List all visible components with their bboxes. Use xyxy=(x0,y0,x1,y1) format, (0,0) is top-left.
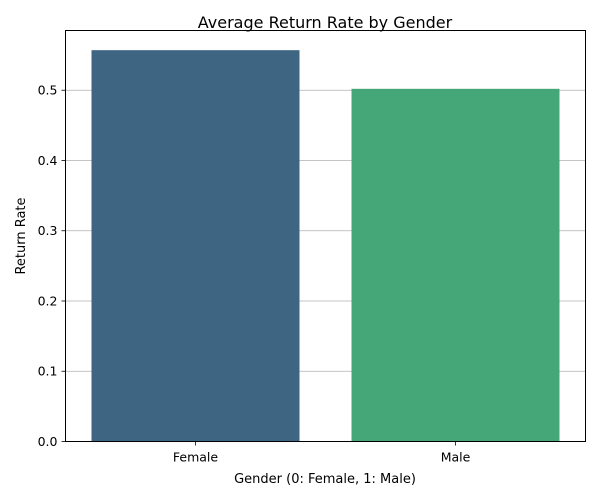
bar-male xyxy=(351,88,560,442)
y-axis-label: Return Rate xyxy=(14,197,29,274)
chart-title: Average Return Rate by Gender xyxy=(198,13,453,32)
x-axis-label: Gender (0: Female, 1: Male) xyxy=(234,472,416,487)
y-tick-label: 0.5 xyxy=(38,83,58,98)
x-axis-ticks: Female Male xyxy=(173,441,471,465)
y-tick-label: 0.0 xyxy=(38,434,58,449)
y-tick-label: 0.3 xyxy=(38,223,58,238)
y-axis-ticks: 0.0 0.1 0.2 0.3 0.4 0.5 xyxy=(38,83,66,449)
plot-frame xyxy=(65,30,586,442)
bars xyxy=(91,50,560,442)
bar-female xyxy=(91,50,300,442)
y-tick-label: 0.2 xyxy=(38,293,58,308)
x-tick-label: Female xyxy=(173,450,219,465)
y-tick-label: 0.1 xyxy=(38,364,58,379)
x-tick-label: Male xyxy=(441,450,471,465)
y-tick-label: 0.4 xyxy=(38,153,58,168)
